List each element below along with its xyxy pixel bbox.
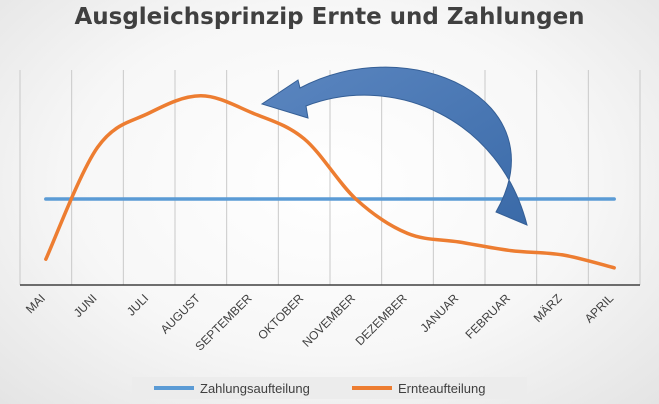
data-point-1-7 <box>406 231 409 235</box>
data-point-1-3 <box>199 94 203 98</box>
legend-item-zahlung: Zahlungsaufteilung <box>154 380 310 396</box>
x-tick-label: MAI <box>23 291 48 316</box>
data-point-0-4 <box>251 197 254 201</box>
x-tick-label: AUGUST <box>158 291 204 337</box>
data-point-1-11 <box>612 266 616 270</box>
data-point-1-4 <box>251 111 254 115</box>
legend-swatch-zahlung <box>154 386 194 390</box>
data-point-1-10 <box>561 253 564 257</box>
x-tick-label: JUNI <box>71 291 100 320</box>
data-point-0-2 <box>147 197 151 201</box>
data-point-1-8 <box>457 240 461 244</box>
x-tick-label: APRIL <box>582 291 617 326</box>
x-tick-label: JULI <box>124 291 151 318</box>
x-tick-label: NOVEMBER <box>299 291 358 350</box>
data-point-0-8 <box>457 197 461 201</box>
data-point-1-9 <box>509 249 513 253</box>
data-point-1-0 <box>44 257 48 261</box>
x-tick-label: JANUAR <box>417 291 461 335</box>
x-tick-label: MÄRZ <box>531 291 565 325</box>
legend-item-ernte: Ernteaufteilung <box>352 380 485 396</box>
curved-arrow-annotation <box>260 66 528 226</box>
data-point-0-3 <box>199 197 203 201</box>
legend: Zahlungsaufteilung Ernteaufteilung <box>132 377 527 399</box>
legend-label-ernte: Ernteaufteilung <box>398 380 486 396</box>
data-point-1-2 <box>147 111 151 115</box>
x-tick-label: DEZEMBER <box>353 291 410 348</box>
data-point-0-5 <box>302 197 306 201</box>
data-point-0-11 <box>612 197 616 201</box>
data-point-0-1 <box>96 197 99 201</box>
data-point-1-6 <box>354 197 358 201</box>
data-point-0-10 <box>561 197 564 201</box>
data-point-0-7 <box>406 197 409 201</box>
chart-title: Ausgleichsprinzip Ernte und Zahlungen <box>74 4 585 30</box>
legend-label-zahlung: Zahlungsaufteilung <box>200 380 310 396</box>
legend-swatch-ernte <box>352 386 392 390</box>
data-point-1-5 <box>302 137 306 141</box>
x-tick-label: FEBRUAR <box>463 291 514 342</box>
x-tick-label: OKTOBER <box>255 291 306 342</box>
data-point-1-1 <box>96 145 99 149</box>
data-point-0-0 <box>44 197 48 201</box>
